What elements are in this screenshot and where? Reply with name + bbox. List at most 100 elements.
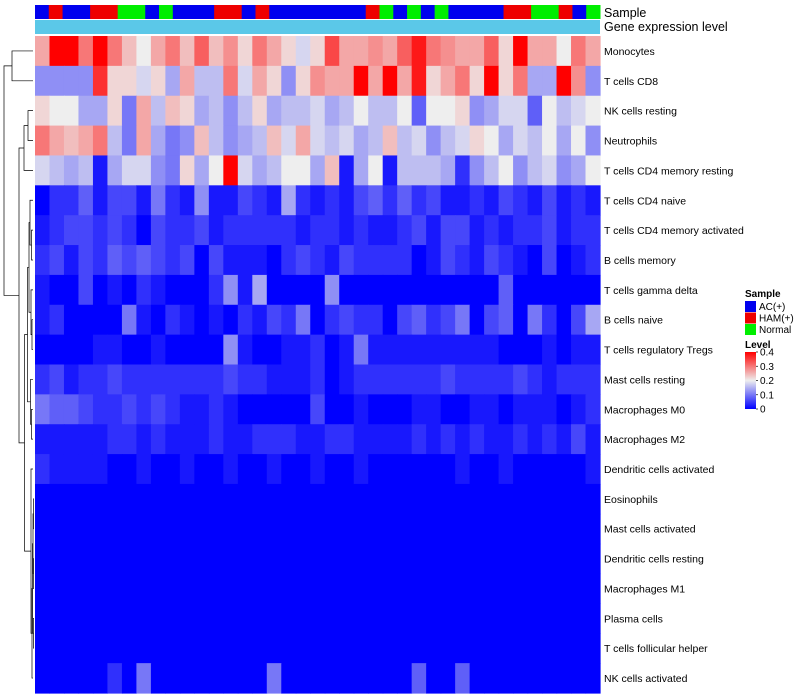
heatmap-cell xyxy=(281,394,297,425)
heatmap-cell xyxy=(440,274,456,306)
heatmap-cell xyxy=(542,304,558,336)
heatmap-cell xyxy=(368,304,384,336)
heatmap-cell xyxy=(542,364,558,395)
heatmap-cell xyxy=(63,36,80,67)
heatmap-cell xyxy=(266,424,282,455)
heatmap-cell xyxy=(194,364,210,395)
heatmap-cell xyxy=(136,95,152,127)
heatmap-cell xyxy=(440,424,456,455)
row-label: B cells memory xyxy=(604,255,677,267)
heatmap-cell xyxy=(252,603,268,634)
heatmap-cell xyxy=(310,155,326,186)
heatmap-cell xyxy=(527,483,543,515)
heatmap-cell xyxy=(527,364,543,395)
heatmap-cell xyxy=(324,543,340,575)
heatmap-cell xyxy=(498,215,514,246)
heatmap-cell xyxy=(179,424,195,455)
heatmap-cell xyxy=(585,274,601,306)
heatmap-cell xyxy=(556,603,572,634)
heatmap-cell xyxy=(411,483,427,515)
heatmap-cell xyxy=(92,603,109,634)
heatmap-cell xyxy=(150,364,166,395)
heatmap-cell xyxy=(339,573,355,605)
heatmap-cell xyxy=(295,125,311,157)
heatmap-cell xyxy=(266,603,282,634)
heatmap-cell xyxy=(92,454,109,485)
heatmap-cell xyxy=(179,543,195,575)
heatmap-cell xyxy=(121,65,138,97)
heatmap-cell xyxy=(223,603,239,634)
heatmap-cell xyxy=(585,185,601,216)
heatmap-cell xyxy=(107,364,123,395)
heatmap-cell xyxy=(49,543,65,575)
legend-level-ticks: 0.4 0.3 0.2 0.1 0 xyxy=(756,348,774,416)
heatmap-cell xyxy=(165,334,181,366)
heatmap-cell xyxy=(353,334,369,366)
heatmap-cell xyxy=(194,95,210,127)
heatmap-cell xyxy=(49,663,65,694)
heatmap-cell xyxy=(208,543,224,575)
heatmap-cell xyxy=(252,513,268,545)
heatmap-cell xyxy=(455,334,471,366)
heatmap-cell xyxy=(194,543,210,575)
heatmap-cell xyxy=(208,304,224,336)
legend-swatch xyxy=(745,312,756,324)
heatmap-cell xyxy=(353,155,369,186)
row-label: Eosinophils xyxy=(604,494,658,506)
heatmap-cell xyxy=(440,334,456,366)
heatmap-cell xyxy=(35,125,51,157)
legend-swatch xyxy=(745,301,756,312)
row-label: Macrophages M0 xyxy=(604,404,685,416)
heatmap-cell xyxy=(136,155,152,186)
heatmap-cell xyxy=(165,245,181,276)
heatmap-cell xyxy=(194,573,210,605)
heatmap-cell xyxy=(295,513,311,545)
heatmap-cell xyxy=(426,483,442,515)
heatmap-cell xyxy=(78,543,94,575)
sample-annotation-cell xyxy=(241,5,256,19)
heatmap-cell xyxy=(208,513,224,545)
heatmap-cell xyxy=(411,36,427,67)
heatmap-cell xyxy=(252,454,268,485)
heatmap-cell xyxy=(411,155,427,186)
heatmap-cell xyxy=(223,543,239,575)
heatmap-cell xyxy=(469,513,485,545)
row-label: Mast cells activated xyxy=(604,524,696,536)
heatmap-cell xyxy=(353,36,369,67)
heatmap-cell xyxy=(281,185,297,216)
heatmap-cell xyxy=(252,215,268,246)
legend-sample-label: Normal xyxy=(759,325,791,336)
heatmap-cell xyxy=(252,245,268,276)
heatmap-cell xyxy=(469,215,485,246)
heatmap-cell xyxy=(382,304,398,336)
heatmap-cell xyxy=(368,543,384,575)
heatmap-cell xyxy=(469,185,485,216)
heatmap-cell xyxy=(368,573,384,605)
heatmap-cell xyxy=(556,424,572,455)
heatmap-cell xyxy=(208,245,224,276)
heatmap-cell xyxy=(223,274,239,306)
heatmap-cell xyxy=(281,245,297,276)
heatmap-cell xyxy=(281,603,297,634)
heatmap-cell xyxy=(63,95,80,127)
heatmap-cell xyxy=(165,424,181,455)
heatmap-cell xyxy=(92,215,109,246)
heatmap-cell xyxy=(353,125,369,157)
heatmap-cell xyxy=(411,663,427,694)
heatmap-cell xyxy=(136,304,152,336)
heatmap-cell xyxy=(585,334,601,366)
heatmap-cell xyxy=(426,274,442,306)
heatmap-cell xyxy=(121,95,138,127)
heatmap-cell xyxy=(440,633,456,664)
heatmap-cell xyxy=(397,95,413,127)
heatmap-cell xyxy=(121,185,138,216)
heatmap-cell xyxy=(92,543,109,575)
heatmap-cell xyxy=(179,274,195,306)
heatmap-cell xyxy=(527,424,543,455)
sample-annotation-cell xyxy=(117,5,132,19)
gene-expression-level-bar xyxy=(35,20,600,34)
heatmap-cell xyxy=(382,185,398,216)
heatmap-cell xyxy=(397,334,413,366)
row-label: Neutrophils xyxy=(604,136,657,148)
heatmap-cell xyxy=(194,513,210,545)
